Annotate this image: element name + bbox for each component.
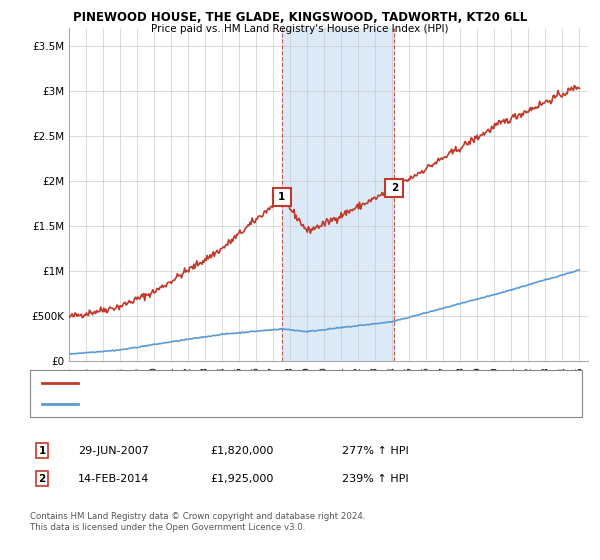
Text: 1: 1 — [38, 446, 46, 456]
Text: 1: 1 — [278, 192, 286, 202]
Text: 239% ↑ HPI: 239% ↑ HPI — [342, 474, 409, 484]
Text: Price paid vs. HM Land Registry's House Price Index (HPI): Price paid vs. HM Land Registry's House … — [151, 24, 449, 34]
Text: £1,820,000: £1,820,000 — [210, 446, 274, 456]
Text: 2: 2 — [391, 183, 398, 193]
Text: £1,925,000: £1,925,000 — [210, 474, 274, 484]
Text: 277% ↑ HPI: 277% ↑ HPI — [342, 446, 409, 456]
Bar — [282, 28, 394, 361]
Text: PINEWOOD HOUSE, THE GLADE, KINGSWOOD, TADWORTH, KT20 6LL (detached house): PINEWOOD HOUSE, THE GLADE, KINGSWOOD, TA… — [87, 379, 498, 388]
Text: Contains HM Land Registry data © Crown copyright and database right 2024.
This d: Contains HM Land Registry data © Crown c… — [30, 512, 365, 532]
Text: 29-JUN-2007: 29-JUN-2007 — [78, 446, 149, 456]
Text: 14-FEB-2014: 14-FEB-2014 — [78, 474, 149, 484]
Text: 2: 2 — [38, 474, 46, 484]
Text: HPI: Average price, detached house, Reigate and Banstead: HPI: Average price, detached house, Reig… — [87, 399, 368, 408]
Text: PINEWOOD HOUSE, THE GLADE, KINGSWOOD, TADWORTH, KT20 6LL: PINEWOOD HOUSE, THE GLADE, KINGSWOOD, TA… — [73, 11, 527, 24]
